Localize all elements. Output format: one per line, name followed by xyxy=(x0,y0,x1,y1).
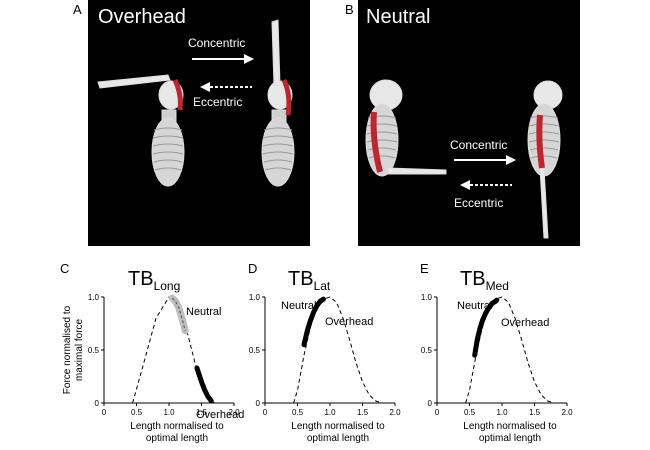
y-axis-label-line2: maximal force xyxy=(74,318,85,381)
x-tick-label: 2.0 xyxy=(561,408,573,417)
series-neutral-midline xyxy=(171,297,186,332)
y-tick-label: 0 xyxy=(95,399,100,408)
panel-letter-a: A xyxy=(73,2,82,17)
x-tick-label: 1.5 xyxy=(357,408,369,417)
force-length-charts: C TBLong 0 0.5 1.0 0 0.5 1.0 1.5 2.0 Neutral Overhe… xyxy=(60,261,573,444)
panel-letter-c: C xyxy=(60,261,69,276)
x-tick-label: 0 xyxy=(263,408,268,417)
panel-letter-d: D xyxy=(248,261,257,276)
x-axis-label: Length normalised to xyxy=(463,421,557,432)
skeleton-illustration-neutral xyxy=(365,79,563,239)
y-tick-label: 0 xyxy=(428,399,433,408)
y-tick-label: 0.5 xyxy=(421,346,433,355)
y-tick-label: 1.0 xyxy=(421,293,433,302)
concentric-arrow-a xyxy=(192,54,254,64)
y-axis-label: Force normalised to xyxy=(62,305,73,394)
x-tick-label: 0 xyxy=(102,408,107,417)
eccentric-arrow-a xyxy=(200,82,252,92)
x-tick-label: 1.0 xyxy=(496,408,508,417)
x-tick-label: 0.5 xyxy=(292,408,304,417)
force-length-curve xyxy=(293,296,383,404)
concentric-label-a: Concentric xyxy=(188,36,246,50)
force-length-curve xyxy=(465,296,555,404)
eccentric-label-b: Eccentric xyxy=(454,196,504,210)
label-neutral: Neutral xyxy=(457,300,492,312)
y-tick-label: 1.0 xyxy=(249,293,261,302)
chart-title-e: TBMed xyxy=(460,268,509,293)
y-tick-label: 0.5 xyxy=(88,346,100,355)
series-overhead xyxy=(194,365,214,404)
x-axis-label: Length normalised to xyxy=(291,421,385,432)
x-axis-label: Length normalised to xyxy=(130,421,224,432)
y-tick-label: 0 xyxy=(256,399,261,408)
x-tick-label: 0 xyxy=(435,408,440,417)
panel-letter-e: E xyxy=(420,261,429,276)
x-axis-label-line2: optimal length xyxy=(146,433,208,444)
x-tick-label: 0.5 xyxy=(131,408,143,417)
x-tick-label: 1.0 xyxy=(163,408,175,417)
concentric-arrow-b xyxy=(454,155,516,165)
x-axis-label-line2: optimal length xyxy=(479,433,541,444)
neutral-photo: Neutral Concentric Eccentric xyxy=(358,0,580,246)
x-tick-label: 2.0 xyxy=(389,408,401,417)
series-neutral xyxy=(472,298,498,358)
label-overhead: Overhead xyxy=(325,316,373,328)
y-tick-label: 1.0 xyxy=(88,293,100,302)
x-tick-label: 0.5 xyxy=(464,408,476,417)
panel-letter-b: B xyxy=(345,2,354,17)
x-tick-label: 1.0 xyxy=(324,408,336,417)
skeleton-illustration-overhead xyxy=(97,19,295,187)
eccentric-arrow-b xyxy=(460,180,512,190)
x-tick-label: 1.5 xyxy=(529,408,541,417)
label-neutral: Neutral xyxy=(186,306,221,318)
overhead-title: Overhead xyxy=(98,6,186,28)
x-tick-label: 2.0 xyxy=(228,408,240,417)
eccentric-label-a: Eccentric xyxy=(193,95,243,109)
chart-title-d: TBLat xyxy=(288,268,331,293)
concentric-label-b: Concentric xyxy=(450,138,508,152)
series-neutral xyxy=(168,294,189,335)
series-overhead xyxy=(317,296,326,304)
x-tick-label: 1.5 xyxy=(196,408,208,417)
label-overhead: Overhead xyxy=(196,409,244,421)
overhead-photo: Overhead Concentric Eccentric xyxy=(88,0,310,246)
series-overhead xyxy=(493,297,500,304)
label-overhead: Overhead xyxy=(501,317,549,329)
chart-title-c: TBLong xyxy=(128,268,180,293)
series-neutral xyxy=(301,298,323,348)
label-neutral: Neutral xyxy=(281,300,316,312)
neutral-title: Neutral xyxy=(366,6,431,28)
x-axis-label-line2: optimal length xyxy=(307,433,369,444)
y-tick-label: 0.5 xyxy=(249,346,261,355)
